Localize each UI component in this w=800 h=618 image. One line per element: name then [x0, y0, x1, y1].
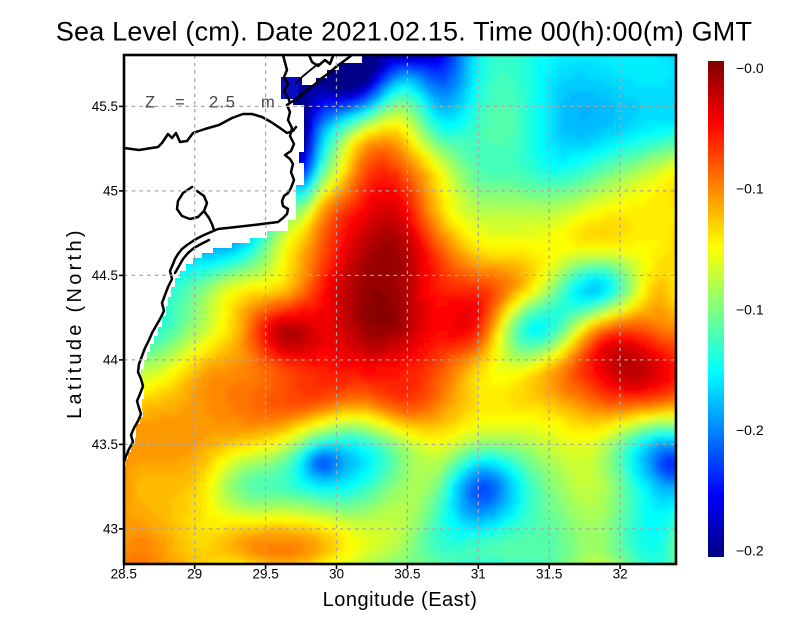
svg-text:28.5: 28.5: [111, 567, 137, 582]
svg-text:m: m: [261, 94, 275, 112]
svg-text:32: 32: [613, 567, 628, 582]
svg-text:31.5: 31.5: [536, 567, 562, 582]
svg-text:Longitude (East): Longitude (East): [323, 589, 478, 611]
svg-text:Z: Z: [145, 94, 155, 112]
svg-text:=: =: [175, 94, 185, 112]
svg-text:29: 29: [187, 567, 202, 582]
svg-text:−0.2: −0.2: [736, 422, 764, 438]
svg-text:31: 31: [471, 567, 486, 582]
svg-text:−0.1: −0.1: [736, 181, 764, 197]
svg-text:Sea Level (cm). Date 2021.02.1: Sea Level (cm). Date 2021.02.15. Time 00…: [56, 17, 752, 47]
svg-text:30: 30: [329, 567, 344, 582]
svg-text:45: 45: [103, 184, 118, 199]
svg-text:43.5: 43.5: [92, 437, 118, 452]
svg-text:44: 44: [103, 353, 119, 368]
svg-text:−0.1: −0.1: [736, 301, 764, 317]
svg-text:44.5: 44.5: [92, 268, 118, 283]
svg-text:30.5: 30.5: [394, 567, 420, 582]
svg-text:43: 43: [103, 522, 118, 537]
svg-text:−0.2: −0.2: [736, 543, 764, 559]
svg-text:−0.0: −0.0: [736, 60, 764, 76]
svg-text:29.5: 29.5: [252, 567, 278, 582]
svg-text:2.5: 2.5: [209, 94, 236, 112]
svg-text:45.5: 45.5: [92, 99, 118, 114]
svg-text:Latitude (North): Latitude (North): [64, 227, 86, 419]
